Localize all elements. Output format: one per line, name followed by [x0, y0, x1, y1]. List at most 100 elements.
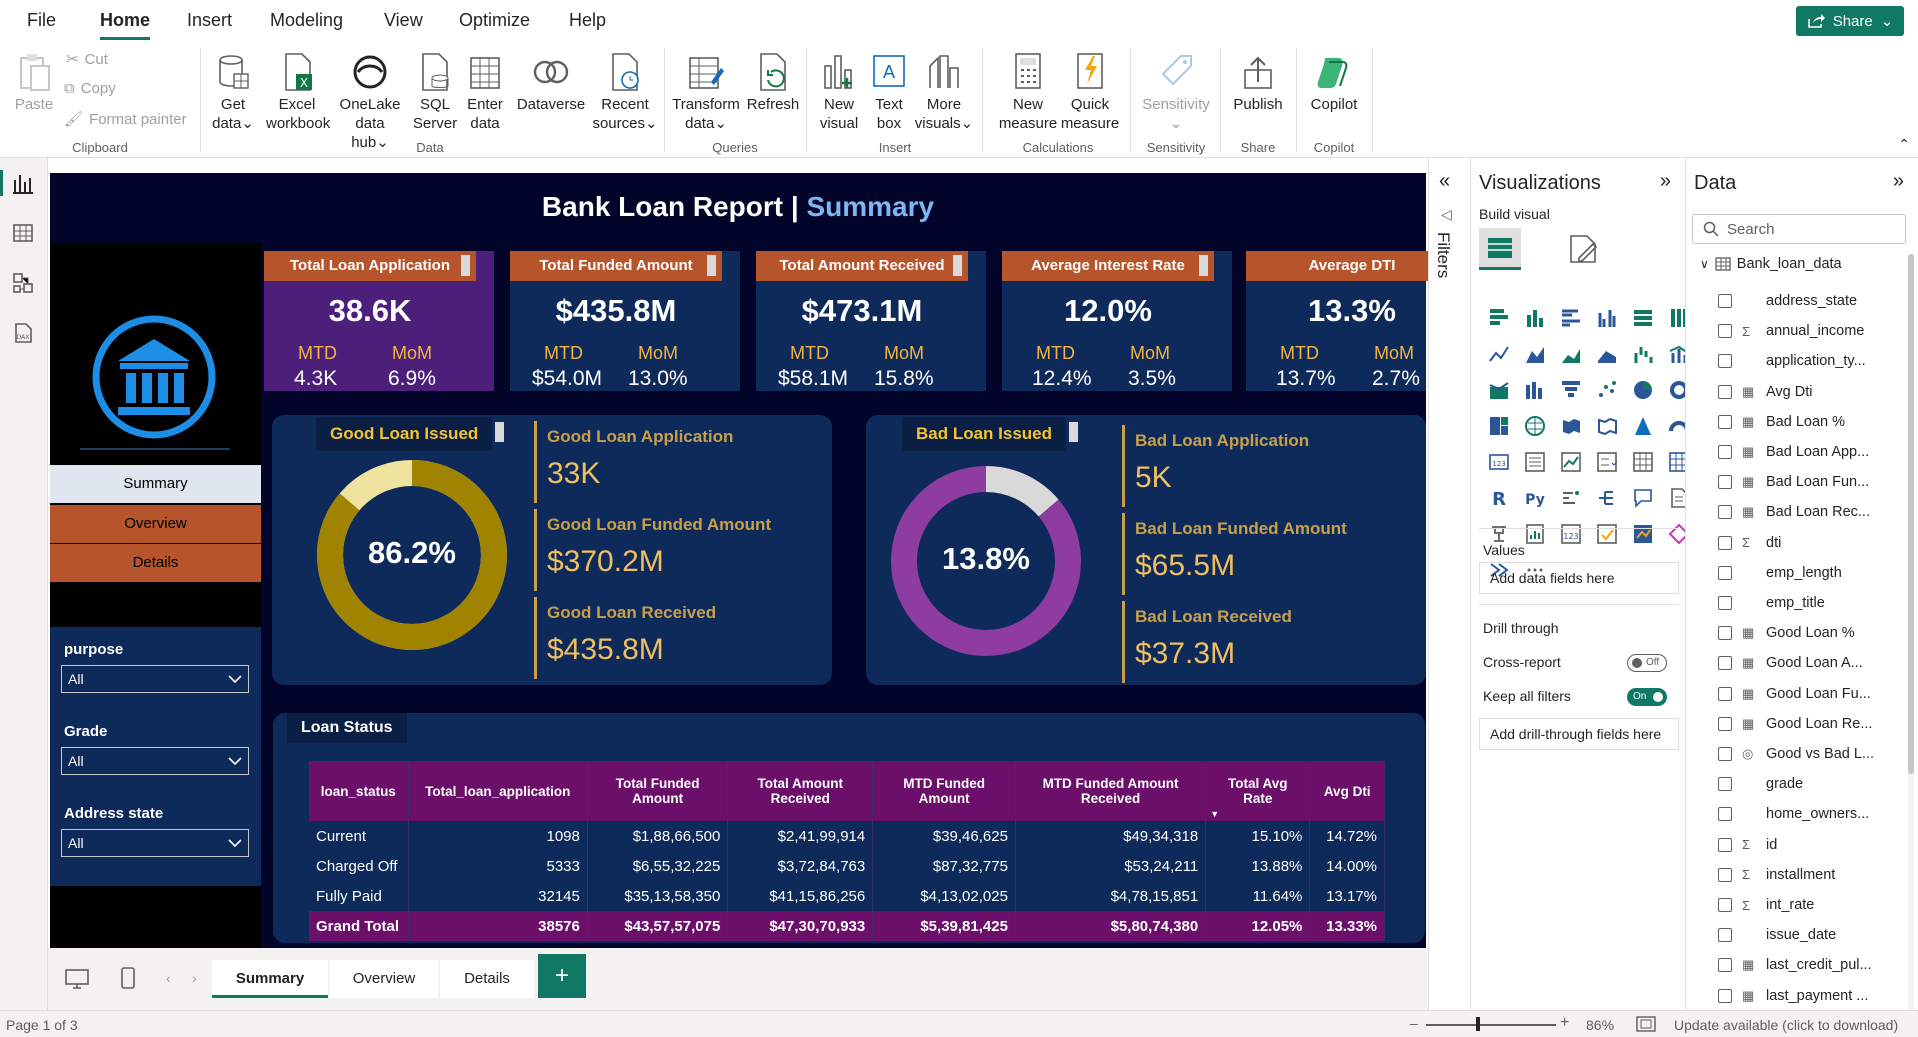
- field-checkbox[interactable]: [1718, 837, 1732, 852]
- field-checkbox[interactable]: [1718, 475, 1732, 490]
- field-checkbox[interactable]: [1718, 384, 1732, 399]
- map-icon[interactable]: [1517, 408, 1553, 444]
- search-input[interactable]: Search: [1692, 214, 1906, 244]
- field-item[interactable]: application_ty...: [1718, 346, 1866, 376]
- kpi-card-average-interest-rate[interactable]: Average Interest Rate 12.0% MTD MoM 12.4…: [1002, 251, 1232, 391]
- more-visuals-button[interactable]: More visuals⌄: [914, 52, 974, 133]
- kpi-card-total-amount-received[interactable]: Total Amount Received $473.1M MTD MoM $5…: [756, 251, 986, 391]
- quick-measure-button[interactable]: Quick measure: [1054, 52, 1126, 133]
- line-chart-icon[interactable]: [1481, 336, 1517, 372]
- text-box-button[interactable]: A Text box: [866, 52, 912, 133]
- multi-row-card-icon[interactable]: [1517, 444, 1553, 480]
- page-tab-overview[interactable]: Overview: [330, 960, 438, 998]
- menu-optimize[interactable]: Optimize: [459, 10, 531, 30]
- field-item[interactable]: ▦ Good Loan Re...: [1718, 709, 1872, 739]
- field-item[interactable]: ▦ last_credit_pul...: [1718, 950, 1872, 980]
- share-button[interactable]: Share ⌄: [1796, 6, 1904, 36]
- nav-details-button[interactable]: Details: [50, 544, 261, 582]
- zoom-slider-thumb[interactable]: [1476, 1017, 1480, 1031]
- menu-insert[interactable]: Insert: [187, 10, 233, 30]
- collapse-ribbon-icon[interactable]: ⌃: [1898, 136, 1910, 152]
- zoom-slider[interactable]: [1426, 1024, 1556, 1026]
- recent-sources-button[interactable]: Recent sources⌄: [592, 52, 658, 133]
- slicer-icon[interactable]: [1589, 444, 1625, 480]
- ribbon-chart-icon[interactable]: [1589, 336, 1625, 372]
- area-chart-icon[interactable]: [1517, 336, 1553, 372]
- prev-page-icon[interactable]: ‹: [166, 970, 171, 986]
- azure-map-icon[interactable]: [1625, 408, 1661, 444]
- field-checkbox[interactable]: [1718, 867, 1732, 882]
- drill-through-drop-zone[interactable]: Add drill-through fields here: [1479, 718, 1679, 750]
- kpi-card-total-loan-application[interactable]: Total Loan Application 38.6K MTD MoM 4.3…: [264, 251, 494, 391]
- next-page-icon[interactable]: ›: [192, 970, 197, 986]
- column-header[interactable]: Avg Dti: [1309, 761, 1385, 821]
- line-stacked-icon[interactable]: [1481, 372, 1517, 408]
- good-loan-donut[interactable]: [312, 455, 512, 655]
- page-tab-details[interactable]: Details: [440, 960, 534, 998]
- field-checkbox[interactable]: [1718, 807, 1732, 822]
- card-icon[interactable]: 123: [1481, 444, 1517, 480]
- pie-chart-icon[interactable]: [1625, 372, 1661, 408]
- table-visual-icon[interactable]: [1625, 444, 1661, 480]
- qa-icon[interactable]: [1625, 480, 1661, 516]
- field-item[interactable]: emp_length: [1718, 558, 1842, 588]
- menu-help[interactable]: Help: [569, 10, 607, 30]
- field-item[interactable]: ▦ Bad Loan Rec...: [1718, 497, 1870, 527]
- funnel-icon[interactable]: [1553, 372, 1589, 408]
- treemap-icon[interactable]: [1481, 408, 1517, 444]
- scatter-icon[interactable]: [1517, 372, 1553, 408]
- shape-map-icon[interactable]: [1589, 408, 1625, 444]
- sensitivity-button[interactable]: Sensitivity ⌄: [1136, 52, 1216, 133]
- power-automate-icon[interactable]: [1589, 516, 1625, 552]
- field-checkbox[interactable]: [1718, 324, 1732, 339]
- power-apps-visual-icon[interactable]: [1481, 552, 1517, 588]
- table-row[interactable]: Charged Off 5333 $6,55,32,225 $3,72,84,763 $…: [309, 851, 1385, 881]
- column-header[interactable]: Total_loan_application: [408, 761, 588, 821]
- cut-button[interactable]: ✂ Cut: [66, 50, 108, 69]
- column-header[interactable]: MTD Funded Amount Received: [1015, 761, 1207, 821]
- collapse-pane-icon[interactable]: »: [1659, 170, 1671, 192]
- field-item[interactable]: ▦ Good Loan %: [1718, 618, 1855, 648]
- page-tab-summary[interactable]: Summary: [212, 960, 328, 998]
- scatter-chart-icon[interactable]: [1589, 372, 1625, 408]
- zoom-in-icon[interactable]: +: [1560, 1014, 1570, 1031]
- waterfall-icon[interactable]: [1625, 336, 1661, 372]
- field-checkbox[interactable]: [1718, 928, 1732, 943]
- field-checkbox[interactable]: [1718, 988, 1732, 1003]
- address-state-dropdown[interactable]: All: [61, 829, 249, 857]
- field-item[interactable]: address_state: [1718, 286, 1857, 316]
- r-visual-icon[interactable]: R: [1481, 480, 1517, 516]
- fit-to-page-icon[interactable]: [1636, 1016, 1656, 1032]
- field-item[interactable]: ▦ Avg Dti: [1718, 377, 1812, 407]
- mobile-layout-icon[interactable]: [120, 966, 136, 990]
- cross-report-toggle[interactable]: Off: [1627, 654, 1667, 672]
- field-checkbox[interactable]: [1718, 414, 1732, 429]
- refresh-button[interactable]: Refresh: [744, 52, 802, 114]
- add-page-button[interactable]: +: [538, 954, 586, 998]
- onelake-button[interactable]: OneLake data hub⌄: [336, 52, 404, 152]
- purpose-dropdown[interactable]: All: [61, 665, 249, 693]
- field-item[interactable]: home_owners...: [1718, 799, 1869, 829]
- nav-overview-button[interactable]: Overview: [50, 505, 261, 543]
- field-checkbox[interactable]: [1718, 777, 1732, 792]
- collapse-data-pane-icon[interactable]: »: [1892, 170, 1904, 192]
- field-checkbox[interactable]: [1718, 898, 1732, 912]
- field-item[interactable]: ▦ Good Loan A...: [1718, 648, 1863, 678]
- table-row[interactable]: Fully Paid 32145 $35,13,58,350 $41,15,86,25…: [309, 881, 1385, 911]
- values-drop-zone[interactable]: Add data fields here: [1479, 562, 1679, 594]
- column-header-sorted[interactable]: Total Avg Rate ▼: [1205, 761, 1311, 821]
- get-data-button[interactable]: Get data⌄: [208, 52, 258, 133]
- clustered-bar-icon[interactable]: [1553, 300, 1589, 336]
- copy-button[interactable]: ⧉ Copy: [64, 80, 116, 97]
- expand-filters-icon[interactable]: «: [1439, 170, 1451, 192]
- kpi-card-total-funded-amount[interactable]: Total Funded Amount $435.8M MTD MoM $54.…: [510, 251, 740, 391]
- kpi-icon[interactable]: [1553, 444, 1589, 480]
- model-view-icon[interactable]: [12, 272, 34, 294]
- field-checkbox[interactable]: [1718, 294, 1732, 308]
- field-checkbox[interactable]: [1718, 354, 1732, 369]
- field-checkbox[interactable]: [1718, 656, 1732, 671]
- stacked-area-icon[interactable]: [1553, 336, 1589, 372]
- arcgis-icon[interactable]: [1625, 516, 1661, 552]
- field-item[interactable]: issue_date: [1718, 920, 1836, 950]
- build-visual-tab[interactable]: [1479, 228, 1521, 270]
